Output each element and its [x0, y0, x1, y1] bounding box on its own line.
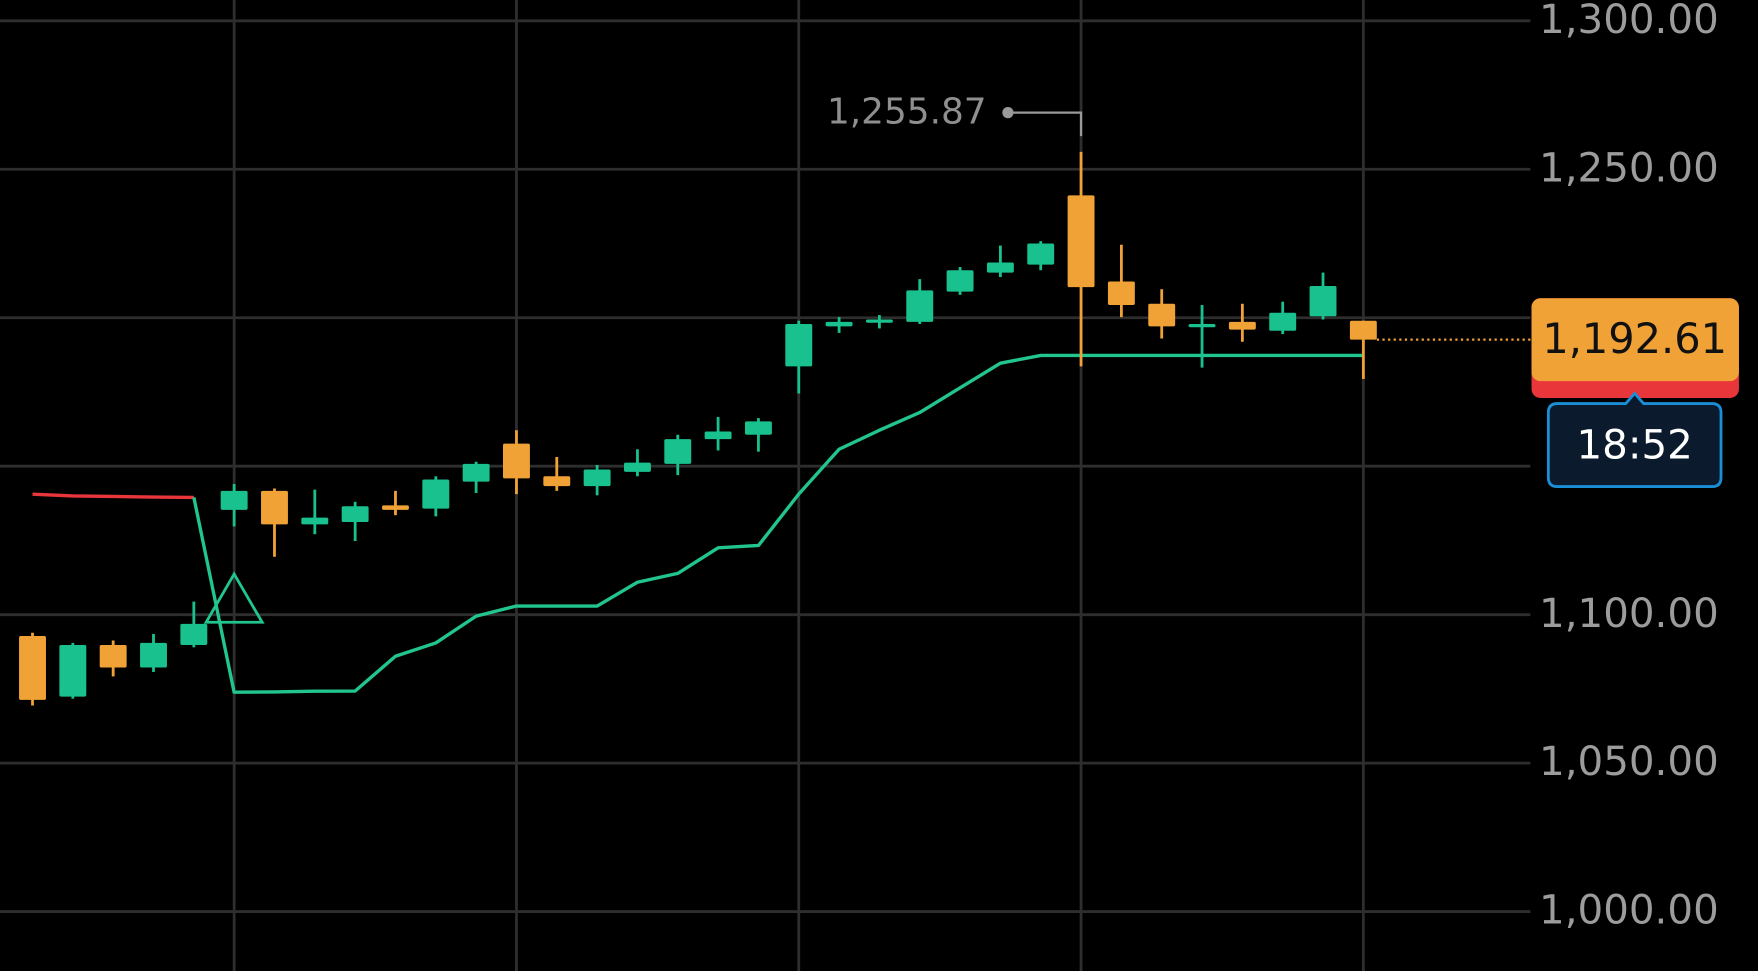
indicator-line [32, 492, 194, 500]
candle-body [1309, 285, 1337, 317]
candle-body [180, 623, 208, 645]
candle-body [220, 490, 248, 510]
candle-body [744, 421, 772, 435]
candle-body [382, 505, 409, 510]
candle-body [623, 462, 651, 472]
candle-body [341, 506, 369, 523]
candle-body [59, 644, 87, 697]
candle-body [825, 321, 853, 327]
candle-body [503, 443, 530, 479]
candle-body [1349, 320, 1377, 340]
plot [19, 151, 1377, 706]
candle-body [1188, 323, 1216, 328]
price-label-box [1531, 298, 1739, 382]
countdown-box [1546, 391, 1723, 488]
candle-body [543, 476, 571, 487]
candle-body [1067, 195, 1095, 288]
candle-body [422, 479, 450, 509]
indicator-line [192, 353, 1364, 694]
candle-body [261, 490, 288, 525]
high-annotation-label: 1,255.87 [827, 92, 987, 133]
buy-signal [203, 571, 265, 624]
candle-body [1107, 281, 1135, 305]
candle-body [583, 469, 611, 487]
candle-body [1269, 312, 1297, 331]
candle-body [704, 431, 732, 440]
candle-body [99, 644, 127, 668]
y-tick-label: 1,100.00 [1539, 590, 1719, 637]
countdown-label: 18:52 [1577, 421, 1693, 468]
candle-body [906, 290, 934, 322]
y-tick-label: 1,050.00 [1539, 738, 1719, 785]
candle-body [865, 319, 893, 323]
y-tick-label: 1,000.00 [1539, 887, 1719, 934]
annotation-connector [1007, 111, 1083, 137]
candle-body [946, 270, 974, 292]
candle-body [301, 517, 329, 525]
y-tick-label: 1,300.00 [1539, 0, 1719, 43]
candle-body [140, 642, 167, 668]
y-tick-label: 1,250.00 [1539, 144, 1719, 191]
candle-body [19, 636, 46, 700]
candle-body [664, 439, 692, 464]
candle-body [1148, 303, 1176, 327]
candle-body [986, 262, 1014, 273]
candle-body [1228, 321, 1256, 330]
overlay: 1,000.00 1,050.00 1,100.00 1,250.00 1,300.00… [827, 0, 1739, 934]
last-price-label: 1,192.61 [1542, 314, 1727, 363]
candle-body [785, 323, 813, 367]
candle-body [462, 463, 490, 482]
candle-body [1027, 243, 1055, 265]
annotation-dot [1002, 107, 1014, 119]
